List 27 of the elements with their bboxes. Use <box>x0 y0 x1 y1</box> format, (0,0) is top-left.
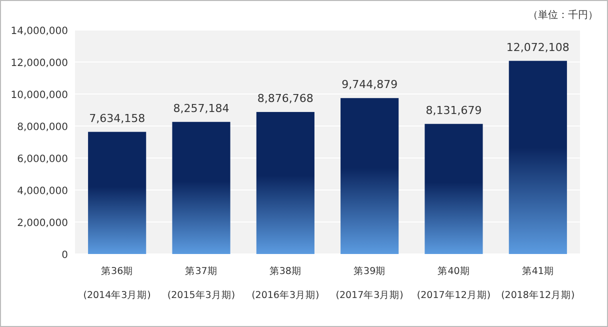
category-label: 第39期 (2017年3月期) <box>336 266 404 301</box>
bar <box>340 98 399 254</box>
y-tick-label: 4,000,000 <box>17 186 68 197</box>
bar <box>172 122 230 254</box>
y-tick-label: 10,000,000 <box>10 90 68 101</box>
text: （単位：千円） <box>528 9 598 21</box>
category-label: 第41期 (2018年12月期) <box>501 266 575 301</box>
y-tick-label: 2,000,000 <box>17 218 68 229</box>
bar <box>256 112 314 254</box>
category-label: 第36期 (2014年3月期) <box>83 266 151 301</box>
y-tick-label: 12,000,000 <box>10 58 68 69</box>
y-tick-label: 6,000,000 <box>17 154 68 165</box>
data-label: 8,131,679 <box>426 104 482 117</box>
category-label: 第38期 (2016年3月期) <box>252 266 320 301</box>
y-tick-label: 0 <box>62 250 68 261</box>
bar <box>88 132 146 254</box>
data-label: 9,744,879 <box>342 78 398 92</box>
data-label: 8,876,768 <box>257 92 314 105</box>
y-tick-label: 8,000,000 <box>17 122 68 133</box>
y-tick-label: 14,000,000 <box>10 26 68 37</box>
category-label: 第40期 (2017年12月期) <box>416 266 491 301</box>
bar <box>508 60 567 254</box>
data-label: 7,634,158 <box>89 112 146 125</box>
bar <box>424 124 483 254</box>
data-label: 12,072,108 <box>506 40 570 54</box>
data-label: 8,257,184 <box>173 102 230 115</box>
category-label: 第37期 (2015年3月期) <box>167 266 236 301</box>
